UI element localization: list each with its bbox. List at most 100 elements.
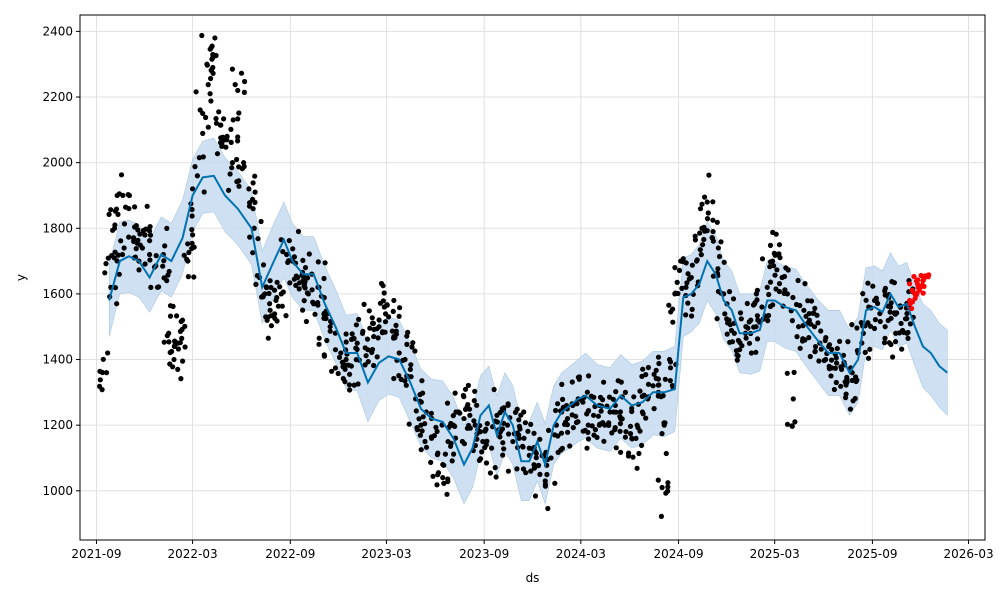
observed-point: [241, 89, 247, 95]
observed-point: [164, 278, 170, 284]
observed-point: [689, 262, 696, 268]
observed-point: [348, 363, 354, 369]
observed-point: [450, 413, 456, 419]
observed-point: [97, 377, 103, 383]
observed-point: [471, 418, 477, 424]
observed-point: [109, 253, 115, 259]
observed-point: [565, 429, 571, 435]
observed-point: [516, 423, 523, 429]
recent-point: [918, 272, 924, 279]
y-tick-label: 1200: [42, 418, 73, 432]
observed-point: [697, 230, 703, 236]
observed-point: [500, 440, 506, 446]
observed-point: [126, 234, 132, 240]
observed-point: [466, 422, 472, 429]
observed-point: [771, 263, 777, 269]
recent-point: [919, 282, 926, 288]
observed-point: [241, 163, 247, 170]
observed-point: [283, 313, 289, 319]
observed-point: [789, 423, 795, 429]
y-tick-label: 1000: [42, 484, 73, 498]
observed-point: [854, 377, 860, 383]
observed-point: [892, 339, 899, 345]
observed-point: [591, 394, 597, 400]
observed-point: [236, 183, 242, 189]
observed-point: [229, 66, 236, 72]
observed-point: [260, 262, 267, 268]
observed-point: [396, 313, 402, 319]
observed-point: [275, 303, 281, 309]
observed-point: [610, 396, 616, 402]
observed-point: [637, 388, 643, 394]
observed-point: [385, 314, 392, 320]
observed-point: [537, 436, 543, 442]
observed-point: [722, 311, 728, 317]
observed-point: [271, 287, 278, 293]
observed-point: [834, 345, 840, 352]
observed-point: [116, 191, 122, 197]
observed-point: [803, 313, 809, 319]
observed-point: [685, 300, 691, 306]
observed-point: [497, 434, 503, 440]
observed-point: [235, 116, 241, 122]
observed-point: [672, 265, 678, 271]
observed-point: [447, 423, 453, 429]
observed-point: [767, 279, 774, 285]
observed-point: [332, 347, 339, 353]
recent-point: [909, 299, 916, 305]
observed-point: [613, 445, 619, 451]
observed-point: [552, 480, 558, 486]
observed-point: [407, 366, 413, 372]
observed-point: [274, 318, 280, 324]
y-tick-label: 1800: [42, 221, 73, 235]
observed-point: [871, 325, 878, 332]
observed-point: [854, 325, 860, 331]
observed-point: [169, 348, 175, 355]
observed-point: [393, 331, 399, 337]
observed-point: [428, 410, 434, 416]
recent-point: [909, 287, 915, 293]
observed-point: [537, 471, 543, 477]
observed-point: [533, 455, 539, 461]
observed-point: [374, 354, 380, 360]
observed-point: [521, 435, 527, 441]
observed-point: [656, 360, 662, 367]
observed-point: [710, 273, 717, 279]
observed-point: [250, 250, 256, 256]
observed-point: [697, 247, 703, 253]
observed-point: [193, 89, 199, 95]
observed-point: [560, 396, 566, 402]
observed-point: [683, 284, 689, 290]
observed-point: [491, 386, 497, 393]
recent-point: [920, 290, 926, 296]
observed-point: [844, 379, 850, 385]
observed-point: [818, 328, 824, 334]
observed-point: [474, 402, 480, 408]
observed-point: [235, 134, 241, 140]
observed-point: [409, 344, 415, 350]
observed-point: [479, 449, 485, 455]
observed-point: [238, 70, 245, 76]
observed-point: [408, 374, 414, 380]
forecast-line-layer: [108, 174, 948, 469]
observed-point: [253, 281, 259, 287]
observed-point: [887, 309, 893, 315]
observed-point: [808, 298, 815, 304]
observed-point: [865, 320, 871, 326]
x-tick-label: 2025-09: [847, 547, 897, 561]
observed-point: [162, 243, 168, 249]
observed-point: [232, 82, 238, 88]
observed-point: [536, 462, 542, 468]
observed-point: [324, 337, 330, 344]
observed-point: [714, 316, 720, 322]
observed-point: [531, 462, 537, 468]
observed-point: [734, 357, 740, 363]
observed-point: [545, 505, 551, 512]
observed-point: [230, 117, 236, 123]
observed-point: [207, 91, 213, 97]
observed-point: [815, 320, 821, 326]
observed-point: [118, 172, 125, 178]
observed-point: [280, 289, 286, 295]
observed-point: [390, 308, 396, 314]
observed-point: [516, 435, 522, 441]
